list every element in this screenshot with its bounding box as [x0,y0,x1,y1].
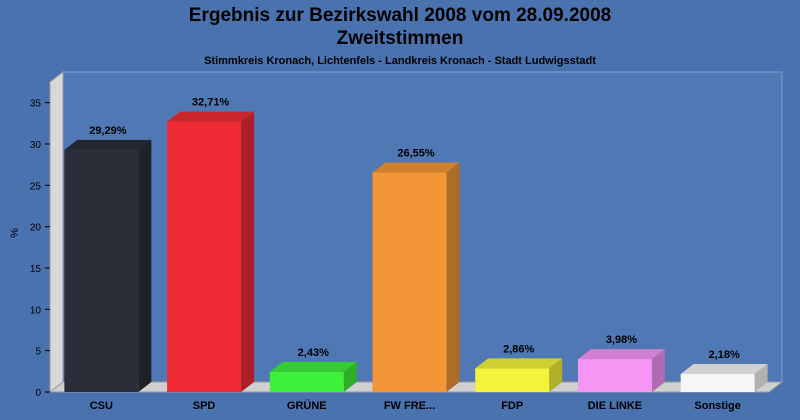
data-label: 32,71% [192,97,230,109]
bar [475,358,563,392]
bar-side [138,139,152,392]
bar-side [651,349,665,392]
bar-top [475,358,563,369]
bar-front [167,121,242,392]
bars: 29,29% 32,71% 2,43% 26,55% 2,86% 3,98% 2,18% [64,97,768,392]
x-tick-label: SPD [193,400,216,412]
side-wall [49,70,64,394]
y-tick-label: 0 [35,388,41,399]
x-axis: CSU SPD GRÜNE FW FRE... FDP DIE LINKE Sonstige [90,399,741,412]
x-tick-label: Sonstige [694,400,740,412]
y-tick-label: 25 [30,181,42,192]
bar-front [269,371,344,392]
y-tick-label: 20 [30,223,42,234]
data-label: 26,55% [397,148,435,160]
bar [577,349,665,392]
bar [167,111,255,392]
data-label: 3,98% [606,334,637,346]
bar-front [64,149,139,392]
bar-top [167,111,255,122]
y-tick-label: 10 [30,305,42,316]
x-tick-label: FDP [501,400,523,412]
bar-side [241,111,255,392]
bar [64,139,152,392]
bar-front [475,368,550,392]
bar [372,162,460,392]
bar-top [372,162,460,173]
bar-top [269,361,357,372]
bar-top [680,363,768,374]
data-label: 29,29% [89,125,127,137]
y-tick-label: 35 [30,99,42,110]
bar-top [577,349,665,360]
data-label: 2,18% [709,349,740,361]
bar [269,361,357,392]
data-label: 2,86% [503,343,534,355]
bar-front [577,359,652,392]
bar [680,363,768,392]
bar-front [680,373,755,392]
bar-top [64,139,152,150]
x-tick-label: CSU [90,400,113,412]
chart-title: Ergebnis zur Bezirkswahl 2008 vom 28.09.… [188,5,612,26]
bar-front [372,172,447,392]
x-tick-label: FW FRE... [384,400,435,412]
bar-side [754,363,768,392]
bar-side [549,358,563,392]
x-tick-label: GRÜNE [287,399,327,412]
y-tick-label: 15 [30,264,42,275]
bar-side [446,162,460,392]
y-tick-label: 30 [30,140,42,151]
bar-side [343,361,357,392]
y-axis: 0 5 10 15 20 25 30 35 [30,99,50,399]
chart-title-line2: Zweitstimmen [336,28,464,49]
y-axis-label: % [9,228,21,238]
chart-subtitle: Stimmkreis Kronach, Lichtenfels - Landkr… [204,55,596,67]
chart-header: Ergebnis zur Bezirkswahl 2008 vom 28.09.… [0,0,800,68]
y-tick-label: 5 [35,347,41,358]
x-tick-label: DIE LINKE [588,400,642,412]
data-label: 2,43% [298,347,329,359]
